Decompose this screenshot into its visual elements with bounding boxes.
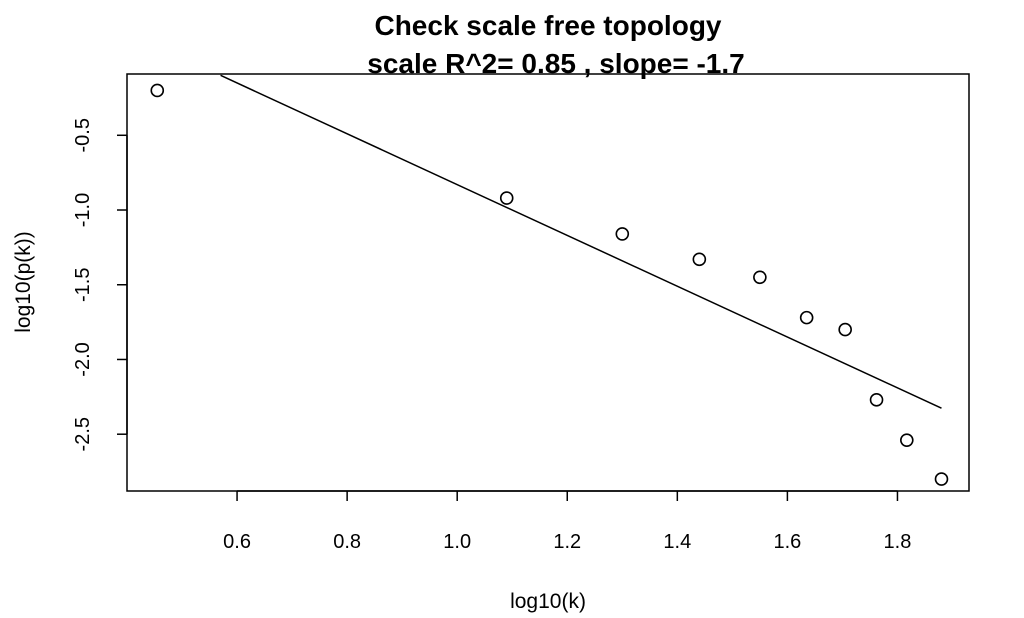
x-tick-label: 1.8 [884,531,912,553]
data-point [934,472,949,486]
data-point [692,252,707,267]
y-tick-label: -2.0 [72,342,94,376]
fit-line-group [220,74,942,409]
x-tick-label: 1.2 [553,531,581,553]
plot-frame [126,73,970,492]
y-tick-label: -1.0 [72,193,94,227]
y-tick-label: -0.5 [72,118,94,152]
data-point [615,227,630,241]
x-tick-label: 1.6 [773,531,801,553]
y-axis-label: log10(p(k)) [12,231,35,333]
data-point [150,83,165,98]
x-tick-label: 1.4 [663,531,691,553]
x-axis-label: log10(k) [510,590,586,613]
x-axis: 0.6 0.8 1.0 1.2 1.4 1.6 1.8 [223,490,912,553]
x-tick-label: 0.6 [223,531,251,553]
data-point [869,393,884,407]
data-points [150,83,949,486]
data-point [900,433,914,447]
chart-title: Check scale free topology [374,10,721,41]
x-tick-label: 0.8 [333,531,361,553]
data-point [499,191,514,205]
fit-line [220,74,942,409]
y-tick-label: -1.5 [72,268,94,302]
x-tick-label: 1.0 [443,531,471,553]
data-point [799,310,814,325]
y-axis: -0.5 -1.0 -1.5 -2.0 -2.5 [72,118,128,451]
data-point [838,322,852,337]
y-tick-label: -2.5 [72,417,94,451]
data-point [753,270,767,285]
